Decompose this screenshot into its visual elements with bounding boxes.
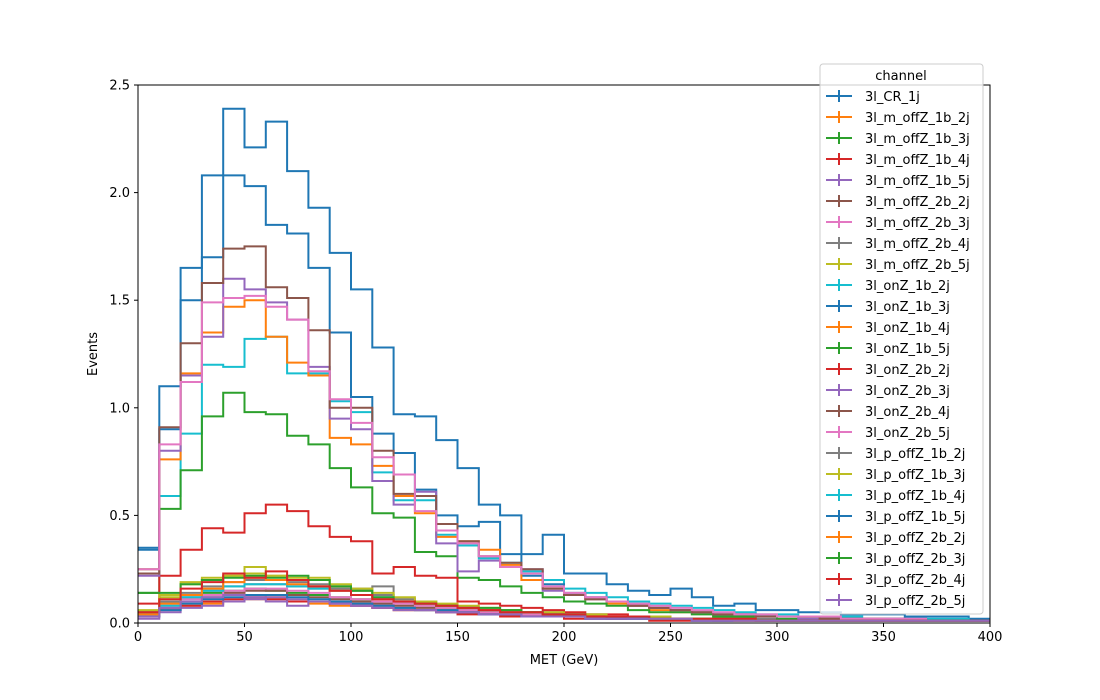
- plot-series: [138, 107, 990, 622]
- legend-entry: 3l_p_offZ_1b_3j: [826, 468, 965, 483]
- legend-label: 3l_p_offZ_1b_2j: [865, 447, 965, 462]
- legend-entry: 3l_p_offZ_2b_4j: [826, 573, 965, 588]
- legend-entry: 3l_p_offZ_1b_4j: [826, 489, 965, 504]
- y-tick-label: 1.5: [109, 294, 130, 309]
- y-tick-label: 2.0: [109, 186, 130, 201]
- legend-entry: 3l_m_offZ_2b_5j: [826, 258, 970, 273]
- x-tick-label: 200: [552, 630, 577, 645]
- y-axis-label: Events: [86, 332, 101, 376]
- legend-box: [819, 63, 984, 615]
- x-tick-label: 100: [339, 630, 364, 645]
- legend-entry: 3l_m_offZ_1b_3j: [826, 132, 970, 147]
- legend-entry: 3l_m_offZ_1b_2j: [826, 111, 970, 126]
- legend-label: 3l_m_offZ_1b_5j: [865, 174, 970, 189]
- legend-label: 3l_onZ_1b_5j: [865, 342, 950, 357]
- x-tick-label: 250: [658, 630, 683, 645]
- legend-label: 3l_p_offZ_2b_5j: [865, 594, 965, 609]
- legend: channel 3l_CR_1j 3l_m_offZ_1b_2j 3l_m_offZ…: [819, 63, 984, 615]
- x-tick-label: 50: [236, 630, 253, 645]
- x-tick-label: 300: [765, 630, 790, 645]
- legend-label: 3l_p_offZ_1b_3j: [865, 468, 965, 483]
- legend-entry: 3l_onZ_2b_4j: [826, 405, 950, 420]
- x-tick-label: 0: [134, 630, 142, 645]
- x-tick-label: 350: [871, 630, 896, 645]
- y-tick-label: 2.5: [109, 79, 130, 94]
- x-tick-label: 150: [445, 630, 470, 645]
- legend-entry: 3l_onZ_2b_3j: [826, 384, 950, 399]
- legend-entry: 3l_onZ_1b_3j: [826, 300, 950, 315]
- legend-label: 3l_m_offZ_2b_3j: [865, 216, 970, 231]
- legend-label: 3l_p_offZ_2b_3j: [865, 552, 965, 567]
- legend-entry: 3l_onZ_1b_4j: [826, 321, 950, 336]
- legend-label: 3l_m_offZ_2b_5j: [865, 258, 970, 273]
- legend-entry: 3l_p_offZ_1b_2j: [826, 447, 965, 462]
- legend-label: 3l_m_offZ_1b_4j: [865, 153, 970, 168]
- y-axis-ticks: 0.0 0.5 1.0 1.5 2.0 2.5: [109, 79, 138, 632]
- legend-label: 3l_onZ_2b_5j: [865, 426, 950, 441]
- legend-entry: 3l_onZ_2b_5j: [826, 426, 950, 441]
- legend-entry: 3l_onZ_2b_2j: [826, 363, 950, 378]
- legend-label: 3l_p_offZ_1b_5j: [865, 510, 965, 525]
- x-axis-ticks: 0 50 100 150 200 250 300 350 400: [134, 623, 1003, 645]
- x-tick-label: 400: [978, 630, 1003, 645]
- y-tick-label: 0.0: [109, 617, 130, 632]
- legend-label: 3l_CR_1j: [865, 90, 920, 105]
- legend-entry: 3l_p_offZ_2b_3j: [826, 552, 965, 567]
- legend-entry: 3l_m_offZ_2b_4j: [826, 237, 970, 252]
- legend-entry: 3l_p_offZ_2b_5j: [826, 594, 965, 609]
- legend-label: 3l_onZ_2b_4j: [865, 405, 950, 420]
- y-tick-label: 0.5: [109, 509, 130, 524]
- legend-entries: 3l_CR_1j 3l_m_offZ_1b_2j 3l_m_offZ_1b_3j 3l…: [826, 90, 970, 609]
- legend-title: channel: [875, 69, 926, 84]
- series-line-3l_onZ_2b_5j: [138, 294, 990, 622]
- legend-entry: 3l_m_offZ_2b_3j: [826, 216, 970, 231]
- legend-entry: 3l_p_offZ_1b_5j: [826, 510, 965, 525]
- legend-label: 3l_m_offZ_1b_3j: [865, 132, 970, 147]
- x-axis-label: MET (GeV): [530, 653, 599, 668]
- legend-entry: 3l_CR_1j: [826, 90, 920, 105]
- legend-label: 3l_p_offZ_2b_2j: [865, 531, 965, 546]
- legend-entry: 3l_p_offZ_2b_2j: [826, 531, 965, 546]
- series-line-3l_onZ_1b_5j: [138, 391, 990, 622]
- legend-label: 3l_m_offZ_2b_4j: [865, 237, 970, 252]
- legend-label: 3l_onZ_1b_2j: [865, 279, 950, 294]
- legend-label: 3l_p_offZ_2b_4j: [865, 573, 965, 588]
- y-tick-label: 1.0: [109, 401, 130, 416]
- legend-entry: 3l_onZ_1b_5j: [826, 342, 950, 357]
- legend-label: 3l_onZ_2b_3j: [865, 384, 950, 399]
- legend-label: 3l_p_offZ_1b_4j: [865, 489, 965, 504]
- legend-entry: 3l_onZ_1b_2j: [826, 279, 950, 294]
- legend-label: 3l_onZ_1b_4j: [865, 321, 950, 336]
- legend-label: 3l_onZ_1b_3j: [865, 300, 950, 315]
- legend-label: 3l_m_offZ_1b_2j: [865, 111, 970, 126]
- legend-label: 3l_onZ_2b_2j: [865, 363, 950, 378]
- legend-entry: 3l_m_offZ_2b_2j: [826, 195, 970, 210]
- legend-entry: 3l_m_offZ_1b_4j: [826, 153, 970, 168]
- legend-entry: 3l_m_offZ_1b_5j: [826, 174, 970, 189]
- series-line-3l_p_offZ_2b_5j: [138, 594, 990, 622]
- legend-label: 3l_m_offZ_2b_2j: [865, 195, 970, 210]
